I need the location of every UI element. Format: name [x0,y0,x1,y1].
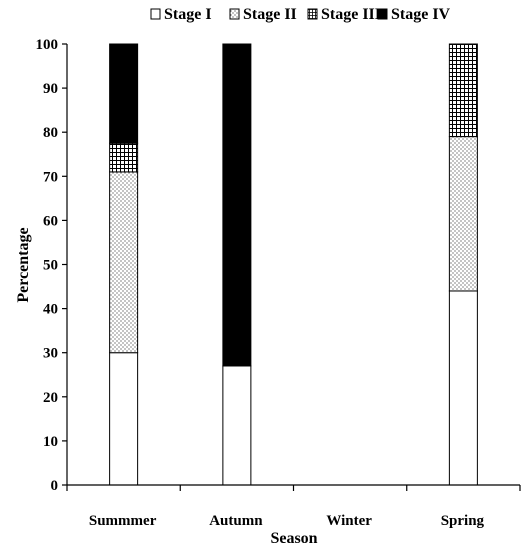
legend-swatch-stage-iii [307,8,318,20]
legend-swatch-stage-iv [377,8,388,20]
bar-summmer-stage-i [109,352,139,486]
x-tick-label-summmer: Summmer [89,513,157,529]
x-tick-label-spring: Spring [441,513,485,529]
bar-summmer-stage-iii [109,142,139,173]
y-tick-label: 90 [43,81,58,97]
bar-autumn-stage-iv [222,43,252,367]
bar-spring-stage-iii [448,43,478,138]
x-ticks: Summmer Autumn Winter Spring [66,485,521,529]
x-tick-label-winter: Winter [326,513,372,529]
legend-swatch-stage-ii [229,8,240,20]
y-axis-title: Percentage [15,227,32,302]
legend-swatch-stage-i [150,8,161,20]
y-tick-label: 40 [43,302,58,318]
bar-summmer-stage-iv [109,43,139,144]
y-tick-label: 10 [43,434,58,450]
y-tick-label: 70 [43,169,58,185]
y-tick-label: 30 [43,346,58,362]
y-tick-label: 20 [43,390,58,406]
bars [109,43,478,486]
legend-label-stage-ii: Stage II [243,6,297,23]
x-axis-title: Season [270,530,317,547]
y-tick-label: 100 [36,37,59,53]
bar-autumn-stage-i [222,365,252,486]
legend-label-stage-i: Stage I [164,6,212,23]
legend-label-stage-iv: Stage IV [391,6,451,23]
x-tick-label-autumn: Autumn [209,513,263,529]
bar-spring-stage-i [448,290,478,486]
y-ticks: 0 10 20 30 40 50 60 70 80 90 100 [36,37,67,494]
legend: Stage I Stage II Stage III Stage IV [150,6,451,23]
y-tick-label: 80 [43,125,58,141]
y-tick-label: 60 [43,213,58,229]
bar-summmer-stage-ii [109,171,139,354]
y-tick-label: 0 [51,478,59,494]
bar-spring-stage-ii [448,136,478,292]
y-tick-label: 50 [43,258,58,274]
legend-label-stage-iii: Stage III [321,6,381,23]
